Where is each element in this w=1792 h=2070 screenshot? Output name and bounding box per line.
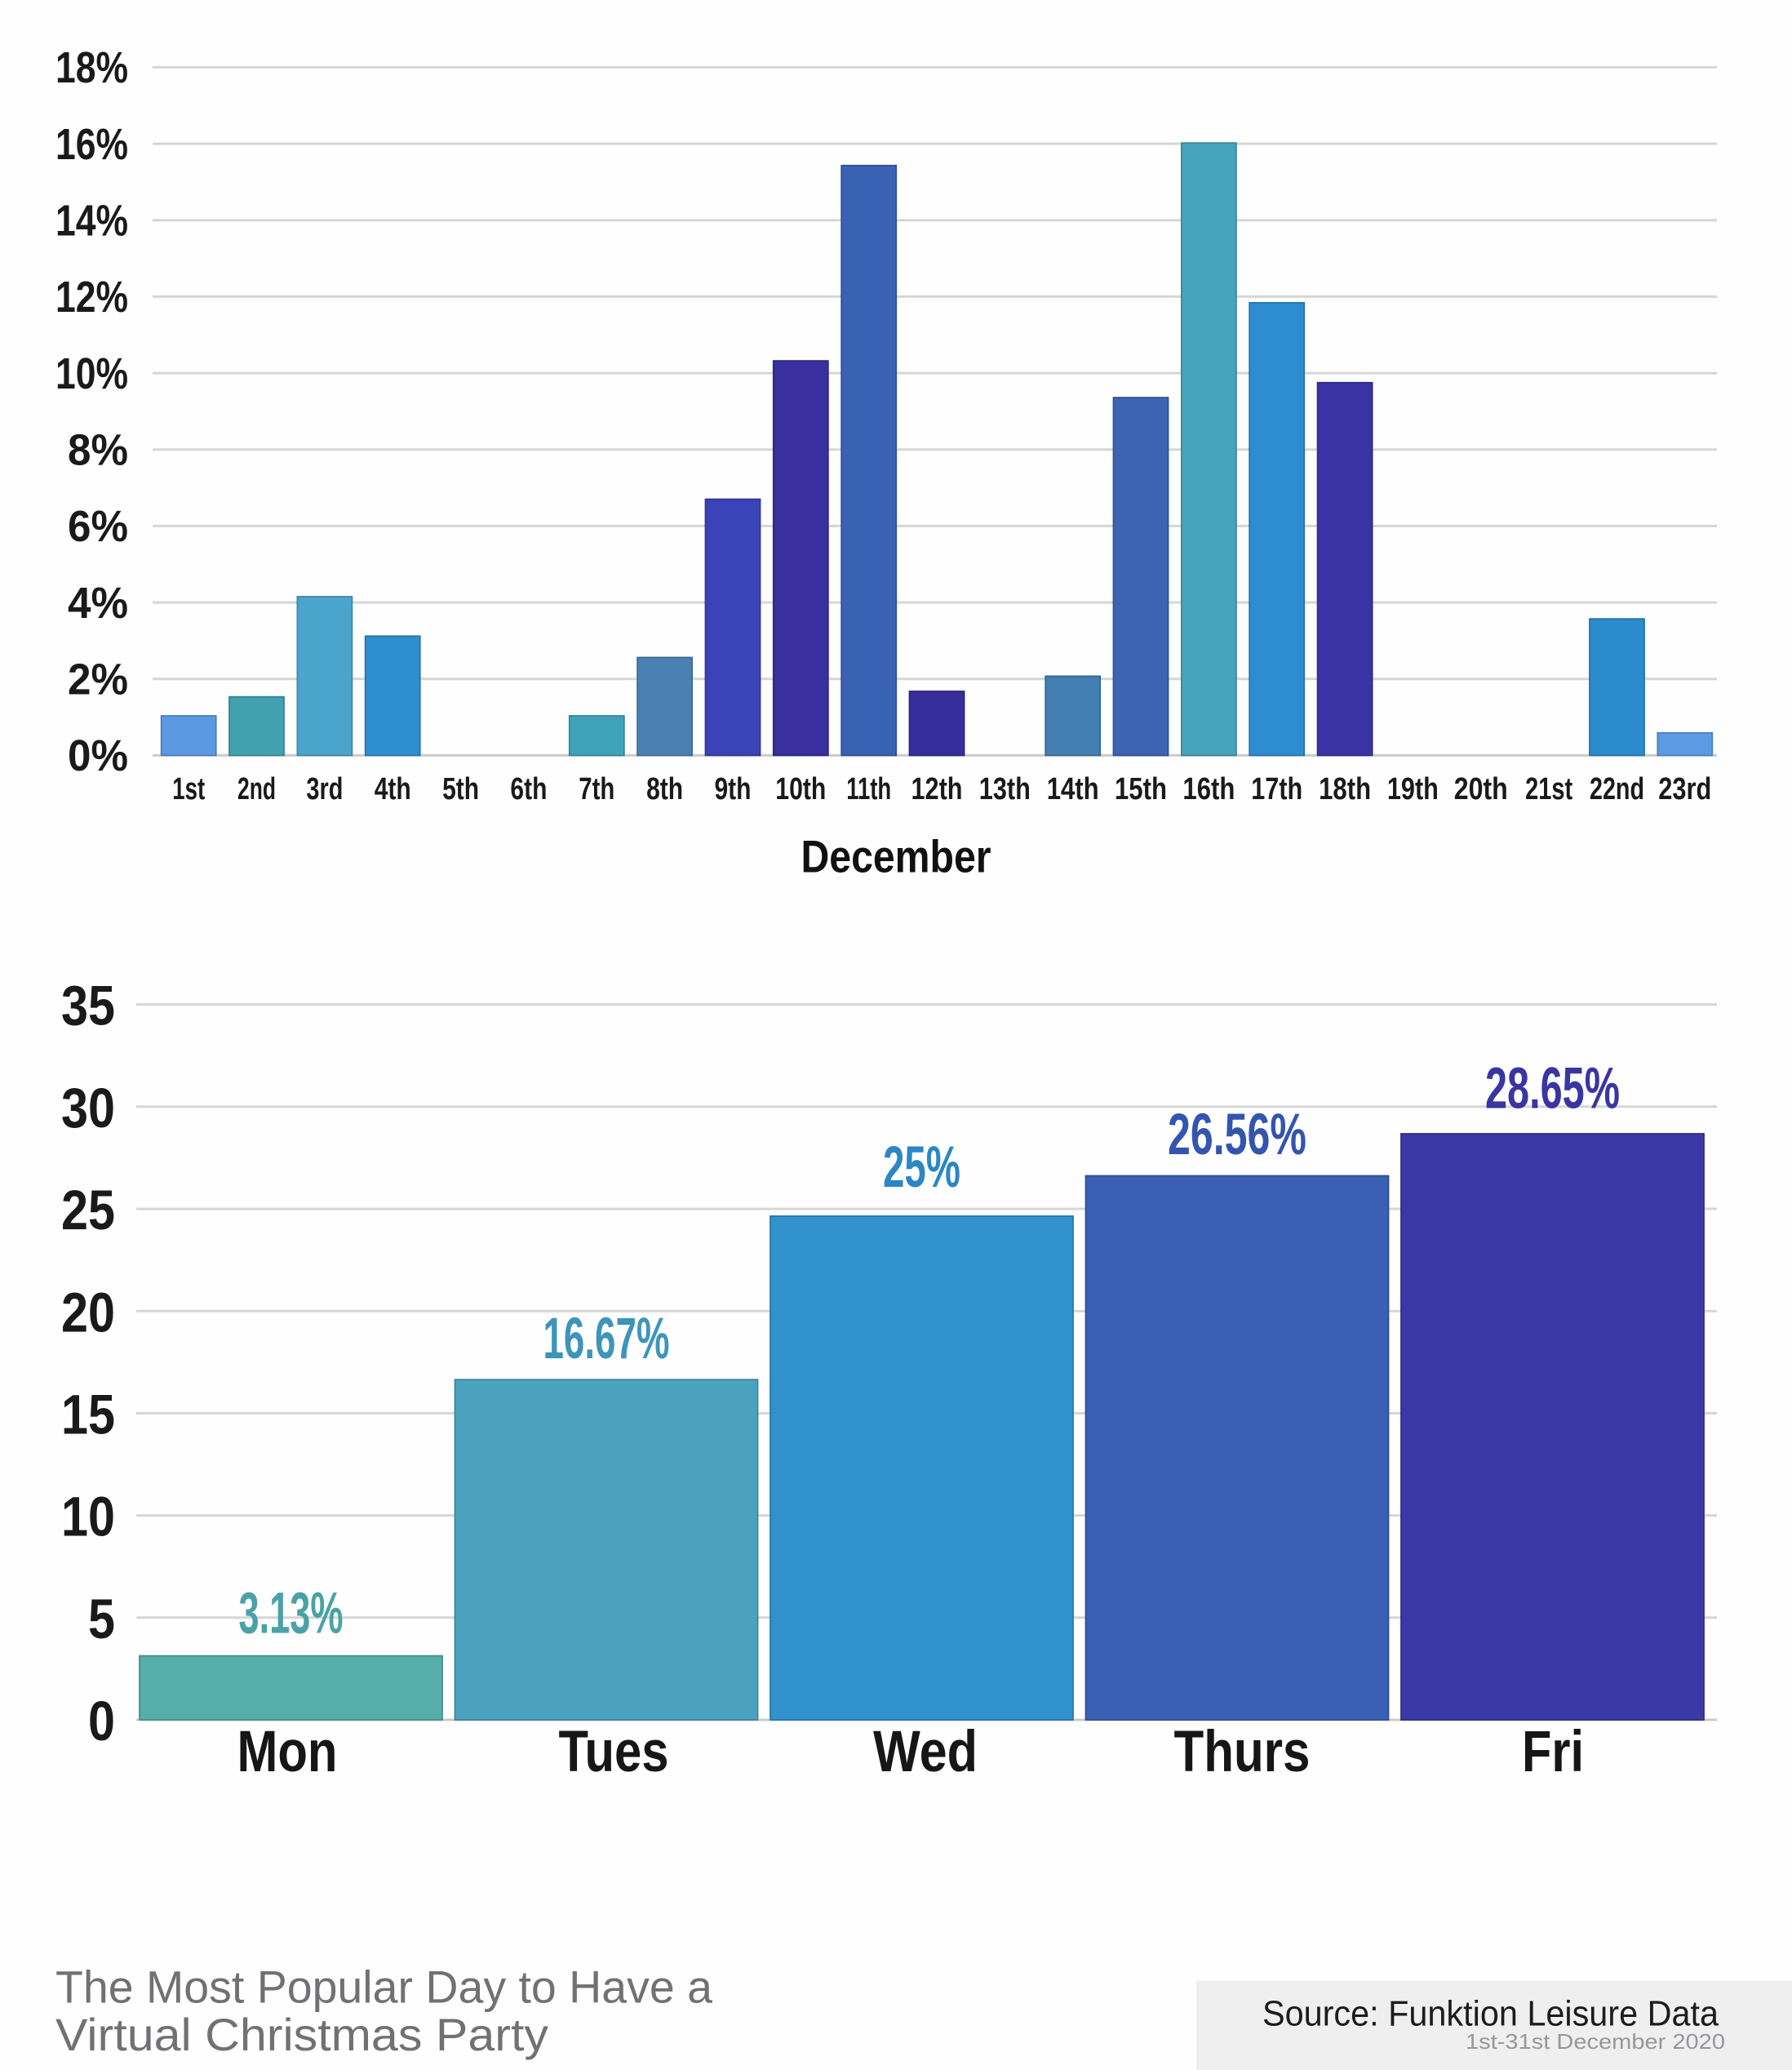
svg-text:16th: 16th — [1182, 772, 1235, 806]
svg-text:15: 15 — [61, 1384, 115, 1446]
svg-text:Virtual Christmas Party: Virtual Christmas Party — [55, 2010, 548, 2060]
svg-text:10th: 10th — [775, 772, 826, 806]
svg-text:13th: 13th — [979, 772, 1031, 806]
svg-text:18%: 18% — [55, 44, 128, 92]
svg-text:28.65%: 28.65% — [1485, 1057, 1620, 1122]
svg-text:3rd: 3rd — [306, 772, 343, 806]
svg-text:10%: 10% — [55, 350, 128, 398]
svg-text:Thurs: Thurs — [1174, 1720, 1311, 1784]
svg-text:10: 10 — [61, 1486, 115, 1548]
svg-text:23rd: 23rd — [1658, 772, 1711, 806]
svg-text:30: 30 — [61, 1077, 115, 1139]
svg-text:December: December — [801, 832, 991, 882]
svg-text:5: 5 — [88, 1588, 115, 1650]
svg-text:16%: 16% — [55, 121, 128, 169]
svg-text:20: 20 — [61, 1281, 115, 1344]
svg-text:4%: 4% — [68, 580, 128, 628]
svg-text:19th: 19th — [1387, 772, 1439, 806]
svg-text:15th: 15th — [1115, 772, 1167, 806]
svg-text:20th: 20th — [1454, 772, 1508, 806]
svg-text:3.13%: 3.13% — [239, 1581, 344, 1646]
svg-text:0%: 0% — [68, 732, 128, 780]
svg-text:14%: 14% — [55, 198, 128, 246]
svg-text:Wed: Wed — [873, 1720, 978, 1784]
svg-text:12th: 12th — [912, 772, 963, 806]
svg-text:9th: 9th — [715, 772, 752, 806]
svg-text:2nd: 2nd — [237, 772, 276, 806]
svg-text:11th: 11th — [846, 772, 891, 806]
svg-text:Source: Funktion Leisure Data: Source: Funktion Leisure Data — [1262, 1993, 1719, 2033]
svg-text:The Most Popular Day to Have a: The Most Popular Day to Have a — [55, 1962, 712, 2013]
svg-text:2%: 2% — [68, 656, 128, 704]
svg-text:8%: 8% — [68, 427, 128, 475]
svg-text:12%: 12% — [55, 273, 128, 322]
svg-text:26.56%: 26.56% — [1168, 1103, 1306, 1167]
svg-text:5th: 5th — [442, 772, 479, 806]
svg-text:4th: 4th — [375, 772, 411, 806]
svg-text:16.67%: 16.67% — [543, 1307, 670, 1371]
svg-text:Mon: Mon — [237, 1720, 338, 1784]
svg-text:0: 0 — [88, 1690, 115, 1752]
svg-text:Tues: Tues — [559, 1720, 669, 1784]
svg-text:35: 35 — [61, 975, 115, 1037]
svg-text:6th: 6th — [510, 772, 547, 806]
svg-text:1st: 1st — [172, 772, 205, 806]
svg-text:18th: 18th — [1319, 772, 1371, 806]
svg-text:Fri: Fri — [1522, 1720, 1584, 1784]
svg-text:22nd: 22nd — [1590, 772, 1644, 806]
svg-text:25: 25 — [61, 1179, 115, 1242]
svg-text:14th: 14th — [1047, 772, 1099, 806]
svg-text:25%: 25% — [883, 1135, 960, 1200]
svg-text:21st: 21st — [1525, 772, 1572, 806]
svg-text:7th: 7th — [579, 772, 614, 806]
svg-text:6%: 6% — [68, 503, 128, 551]
svg-text:17th: 17th — [1251, 772, 1302, 806]
svg-text:8th: 8th — [646, 772, 683, 806]
svg-text:1st-31st December 2020: 1st-31st December 2020 — [1466, 2029, 1725, 2054]
